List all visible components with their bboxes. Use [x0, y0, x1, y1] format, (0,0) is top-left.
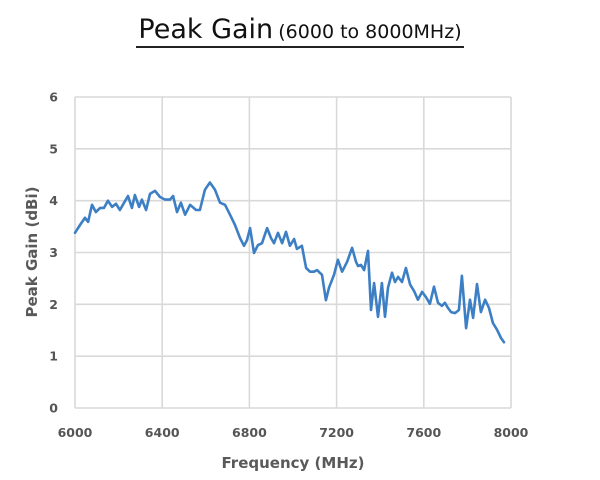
x-tick-label: 8000	[494, 425, 529, 440]
x-tick-label: 7200	[319, 425, 354, 440]
chart-title-main: Peak Gain	[138, 14, 274, 45]
chart-title-sub: (6000 to 8000MHz)	[278, 21, 462, 43]
x-tick-label: 6800	[232, 425, 267, 440]
x-axis-label: Frequency (MHz)	[222, 454, 365, 472]
y-axis-label: Peak Gain (dBi)	[23, 187, 41, 318]
x-tick-label: 7600	[406, 425, 441, 440]
x-tick-label: 6000	[58, 425, 93, 440]
y-tick-label: 1	[49, 349, 58, 364]
chart-title-wrap: Peak Gain (6000 to 8000MHz)	[0, 16, 600, 48]
y-tick-label: 5	[49, 141, 58, 156]
gridlines	[74, 96, 512, 409]
chart-title: Peak Gain (6000 to 8000MHz)	[136, 14, 464, 48]
y-axis-ticks: 0 1 2 3 4 5 6	[49, 90, 58, 416]
y-tick-label: 0	[49, 401, 58, 416]
y-tick-label: 4	[49, 193, 58, 208]
y-tick-label: 6	[49, 90, 58, 105]
y-tick-label: 3	[49, 245, 58, 260]
x-axis-ticks: 6000 6400 6800 7200 7600 8000	[58, 425, 529, 440]
y-tick-label: 2	[49, 297, 58, 312]
peak-gain-line	[73, 181, 506, 344]
x-tick-label: 6400	[145, 425, 180, 440]
